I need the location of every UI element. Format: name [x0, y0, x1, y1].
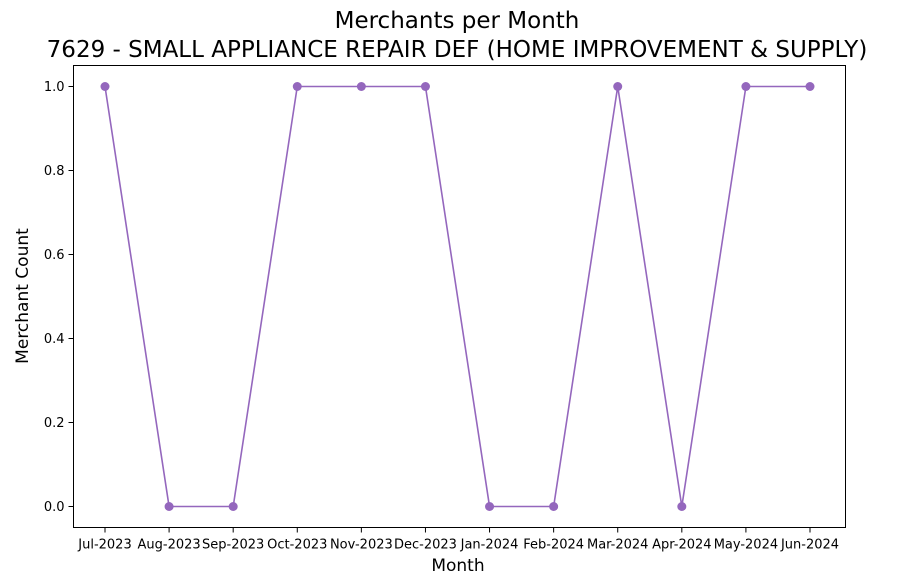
data-point — [292, 82, 302, 91]
x-tick-label: Aug-2023 — [138, 538, 201, 553]
data-point — [549, 502, 559, 511]
data-point — [228, 502, 238, 511]
data-point — [356, 82, 366, 91]
y-axis-label: Merchant Count — [13, 228, 33, 364]
x-axis-ticks: Jul-2023 Aug-2023 Sep-2023 Oct-2023 Nov-2023… — [77, 527, 839, 553]
x-tick-label: Nov-2023 — [330, 538, 393, 553]
data-point — [677, 502, 687, 511]
chart-title: Merchants per Month — [335, 8, 580, 34]
y-tick-label: 0.8 — [44, 164, 65, 179]
x-tick-label: Apr-2024 — [652, 538, 711, 553]
y-tick-label: 0.0 — [44, 500, 65, 515]
y-tick-label: 0.4 — [44, 332, 65, 347]
x-tick-label: Jun-2024 — [780, 538, 839, 553]
x-tick-label: Dec-2023 — [394, 538, 457, 553]
chart-subtitle: 7629 - SMALL APPLIANCE REPAIR DEF (HOME … — [47, 37, 868, 63]
x-tick-label: Sep-2023 — [202, 538, 264, 553]
data-point — [420, 82, 430, 91]
data-point — [164, 502, 174, 511]
x-axis-label: Month — [431, 556, 484, 576]
data-point — [613, 82, 623, 91]
y-axis-ticks: 0.0 0.2 0.4 0.6 0.8 1.0 — [44, 80, 74, 515]
x-tick-label: Mar-2024 — [587, 538, 648, 553]
y-tick-label: 1.0 — [44, 80, 65, 95]
data-point — [741, 82, 751, 91]
data-point — [485, 502, 495, 511]
series-line — [104, 85, 810, 508]
data-point — [100, 82, 110, 91]
x-tick-label: Jul-2023 — [77, 538, 131, 553]
data-point — [805, 82, 815, 91]
series-layer — [100, 82, 815, 511]
y-tick-label: 0.2 — [44, 416, 65, 431]
plot-frame — [73, 65, 846, 528]
y-tick-label: 0.6 — [44, 248, 65, 263]
x-tick-label: Oct-2023 — [267, 538, 327, 553]
x-tick-label: May-2024 — [714, 538, 778, 553]
x-tick-label: Jan-2024 — [460, 538, 519, 553]
x-tick-label: Feb-2024 — [523, 538, 584, 553]
